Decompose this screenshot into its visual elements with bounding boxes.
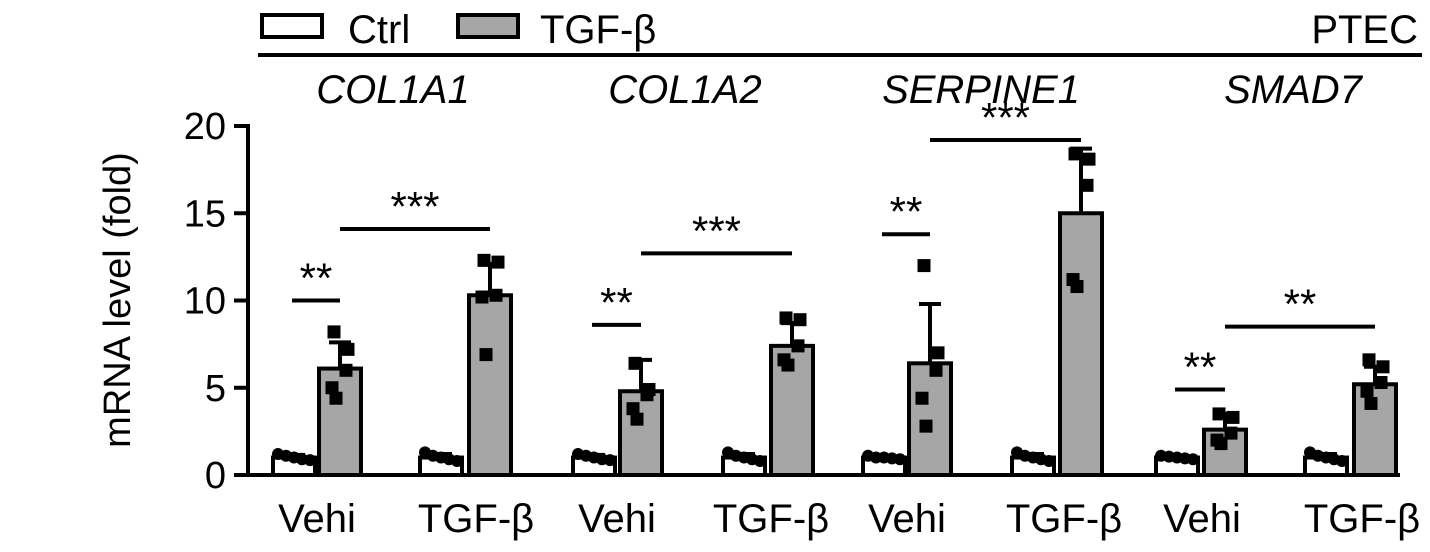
significance-label-2-1: *** <box>981 94 1030 141</box>
panel-title-serpine1: SERPINE1 <box>882 68 1080 112</box>
point-2-0-1-3 <box>915 391 929 405</box>
point-0-0-1-4 <box>329 391 343 405</box>
y-tick-label-0: 0 <box>205 455 226 497</box>
point-0-0-0-4 <box>304 454 316 467</box>
significance-label-3-0: ** <box>1184 343 1217 390</box>
point-3-0-1-0 <box>1212 407 1226 421</box>
point-3-1-1-3 <box>1360 384 1374 398</box>
panel-title-col1a2: COL1A2 <box>608 68 761 112</box>
point-0-1-0-4 <box>451 455 463 468</box>
category-label-3-0: Vehi <box>1163 497 1241 541</box>
point-3-0-1-1 <box>1226 410 1240 424</box>
legend: Ctrl TGF-β <box>260 8 656 52</box>
point-0-0-1-0 <box>327 325 341 339</box>
point-3-0-1-4 <box>1214 437 1228 451</box>
bar-2-0-1 <box>907 361 953 478</box>
legend-swatch-ctrl <box>260 13 324 39</box>
category-label-3-1: TGF-β <box>1304 497 1420 541</box>
point-2-0-1-2 <box>929 363 943 377</box>
point-1-0-1-2 <box>640 388 654 402</box>
point-2-0-0-4 <box>894 453 906 466</box>
y-tick-label-4: 20 <box>184 106 226 148</box>
point-1-0-1-0 <box>628 356 642 370</box>
significance-label-3-1: ** <box>1284 281 1317 328</box>
point-0-1-1-0 <box>477 253 491 267</box>
legend-label-tgfb: TGF-β <box>540 8 656 52</box>
cell-label: PTEC <box>1311 8 1418 52</box>
y-tick-label-3: 15 <box>184 193 226 235</box>
legend-swatch-tgfb <box>456 13 520 39</box>
category-label-1-0: Vehi <box>578 497 656 541</box>
point-3-1-1-4 <box>1364 396 1378 410</box>
point-1-0-0-4 <box>604 454 616 467</box>
point-0-1-1-1 <box>491 255 505 269</box>
point-3-1-1-0 <box>1362 353 1376 367</box>
point-0-0-1-2 <box>339 363 353 377</box>
y-axis-label: mRNA level (fold) <box>97 152 139 448</box>
panel-title-smad7: SMAD7 <box>1224 68 1364 112</box>
point-0-1-1-4 <box>479 348 493 362</box>
point-3-1-0-4 <box>1336 455 1348 468</box>
point-1-1-0-4 <box>754 455 766 468</box>
panel-title-col1a1: COL1A1 <box>316 68 469 112</box>
bar-0-0-1 <box>317 366 363 477</box>
point-3-0-0-4 <box>1187 453 1199 466</box>
point-2-1-1-0 <box>1068 147 1082 161</box>
bar-2-1-1 <box>1058 211 1104 477</box>
point-1-0-1-4 <box>630 412 644 426</box>
y-tick-label-1: 5 <box>205 368 226 410</box>
category-label-2-0: Vehi <box>868 497 946 541</box>
significance-label-2-0: ** <box>890 188 923 235</box>
point-0-0-1-1 <box>341 342 355 356</box>
significance-label-0-0: ** <box>300 255 333 302</box>
point-2-1-1-1 <box>1082 152 1096 166</box>
y-tick-label-2: 10 <box>184 281 226 323</box>
point-2-1-0-4 <box>1043 455 1055 468</box>
point-2-0-1-1 <box>931 346 945 360</box>
point-2-1-1-4 <box>1070 280 1084 294</box>
significance-label-1-1: *** <box>692 207 741 254</box>
point-3-1-1-1 <box>1376 360 1390 374</box>
bar-1-0-1 <box>618 389 664 477</box>
point-0-0-1-3 <box>325 381 339 395</box>
significance-label-0-1: *** <box>390 183 439 230</box>
point-2-0-1-0 <box>917 259 931 273</box>
category-label-0-0: Vehi <box>278 497 356 541</box>
point-1-1-1-4 <box>781 358 795 372</box>
point-1-1-1-2 <box>791 339 805 353</box>
category-label-0-1: TGF-β <box>418 497 534 541</box>
category-label-1-1: TGF-β <box>713 497 829 541</box>
point-3-1-1-2 <box>1374 376 1388 390</box>
bar-0-1-1 <box>467 293 513 478</box>
point-3-0-1-2 <box>1224 426 1238 440</box>
point-1-1-1-0 <box>779 311 793 325</box>
point-1-0-1-3 <box>626 402 640 416</box>
significance-label-1-0: ** <box>600 279 633 326</box>
point-0-1-1-2 <box>489 288 503 302</box>
point-2-0-1-4 <box>919 419 933 433</box>
point-2-1-1-2 <box>1080 178 1094 192</box>
point-1-1-1-1 <box>793 313 807 327</box>
category-label-2-1: TGF-β <box>1006 497 1122 541</box>
point-0-1-1-3 <box>475 290 489 304</box>
legend-label-ctrl: Ctrl <box>348 8 410 52</box>
